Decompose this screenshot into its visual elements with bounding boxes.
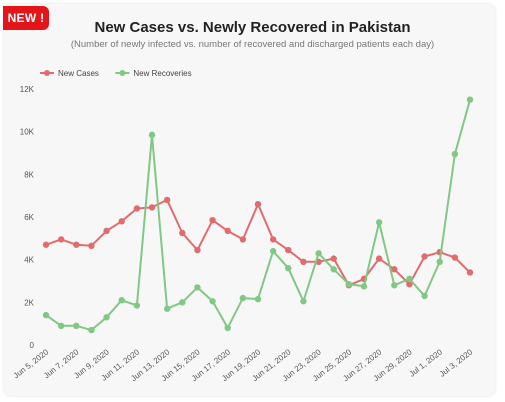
data-point-new-cases bbox=[148, 204, 156, 211]
y-tick-label: 2K bbox=[24, 298, 34, 307]
chart-title: New Cases vs. Newly Recovered in Pakista… bbox=[94, 19, 411, 36]
data-point-new-cases bbox=[254, 201, 262, 208]
data-point-new-cases bbox=[57, 236, 65, 243]
data-point-new-cases bbox=[224, 227, 231, 235]
data-point-new-cases bbox=[163, 196, 171, 204]
legend-label: New Cases bbox=[58, 69, 99, 78]
data-point-new-recoveries bbox=[269, 247, 277, 255]
data-point-new-cases bbox=[285, 246, 292, 254]
data-point-new-cases bbox=[451, 254, 459, 261]
data-point-new-recoveries bbox=[375, 219, 383, 226]
data-point-new-recoveries bbox=[224, 324, 231, 332]
data-point-new-recoveries bbox=[148, 131, 156, 139]
chart-subtitle: (Number of newly infected vs. number of … bbox=[70, 39, 435, 50]
data-point-new-cases bbox=[133, 205, 141, 212]
data-point-new-cases bbox=[88, 242, 95, 249]
y-tick-label: 8K bbox=[24, 170, 34, 179]
chart-card bbox=[4, 4, 495, 396]
data-point-new-recoveries bbox=[103, 314, 110, 321]
data-point-new-recoveries bbox=[330, 266, 337, 273]
data-point-new-recoveries bbox=[285, 265, 292, 272]
data-point-new-recoveries bbox=[73, 322, 80, 329]
y-tick-label: 0 bbox=[30, 341, 35, 350]
data-point-new-cases bbox=[330, 255, 337, 262]
legend-item-new-recoveries[interactable]: New Recoveries bbox=[115, 69, 192, 78]
data-point-new-recoveries bbox=[163, 305, 171, 312]
data-point-new-cases bbox=[42, 241, 50, 248]
data-point-new-recoveries bbox=[345, 281, 353, 288]
legend-label: New Recoveries bbox=[133, 69, 191, 78]
data-point-new-recoveries bbox=[209, 298, 216, 305]
data-point-new-cases bbox=[391, 266, 398, 273]
data-point-new-recoveries bbox=[391, 282, 398, 289]
data-point-new-cases bbox=[209, 217, 216, 224]
data-point-new-recoveries bbox=[436, 258, 443, 265]
data-point-new-recoveries bbox=[133, 302, 141, 309]
legend-item-new-cases[interactable]: New Cases bbox=[40, 69, 99, 78]
data-point-new-cases bbox=[466, 269, 474, 276]
y-tick-label: 6K bbox=[24, 213, 34, 222]
new-badge-label: NEW ! bbox=[7, 11, 45, 25]
y-tick-label: 10K bbox=[20, 128, 35, 137]
data-point-new-recoveries bbox=[466, 96, 474, 103]
series-line-new-cases bbox=[45, 198, 471, 287]
y-tick-label: 4K bbox=[24, 256, 34, 265]
data-point-new-recoveries bbox=[360, 283, 368, 290]
legend-swatch-dot bbox=[44, 70, 50, 76]
data-point-new-cases bbox=[194, 246, 201, 254]
data-point-new-cases bbox=[421, 253, 428, 260]
data-point-new-recoveries bbox=[88, 326, 95, 334]
data-point-new-recoveries bbox=[315, 250, 322, 257]
data-point-new-cases bbox=[118, 218, 125, 225]
data-point-new-recoveries bbox=[179, 299, 186, 306]
data-point-new-recoveries bbox=[239, 294, 247, 302]
data-point-new-cases bbox=[375, 255, 383, 262]
data-point-new-cases bbox=[406, 281, 413, 288]
data-point-new-recoveries bbox=[300, 298, 307, 305]
data-point-new-recoveries bbox=[57, 322, 65, 329]
data-point-new-cases bbox=[179, 229, 186, 237]
data-point-new-recoveries bbox=[451, 150, 459, 158]
data-point-new-cases bbox=[103, 227, 110, 235]
new-badge: NEW ! bbox=[3, 6, 49, 30]
data-point-new-recoveries bbox=[254, 295, 262, 303]
data-point-new-recoveries bbox=[42, 311, 50, 319]
data-point-new-recoveries bbox=[118, 297, 125, 304]
data-point-new-cases bbox=[300, 258, 307, 265]
data-point-new-cases bbox=[73, 241, 80, 248]
x-tick-label: Jul 3, 2020 bbox=[438, 347, 475, 379]
legend-swatch-dot bbox=[119, 70, 126, 76]
series-line-new-recoveries bbox=[45, 99, 471, 332]
data-point-new-cases bbox=[239, 236, 247, 243]
data-point-new-cases bbox=[269, 236, 277, 243]
y-tick-label: 12K bbox=[20, 85, 35, 94]
data-point-new-recoveries bbox=[421, 292, 428, 300]
data-point-new-recoveries bbox=[406, 275, 413, 283]
data-point-new-recoveries bbox=[194, 284, 201, 291]
